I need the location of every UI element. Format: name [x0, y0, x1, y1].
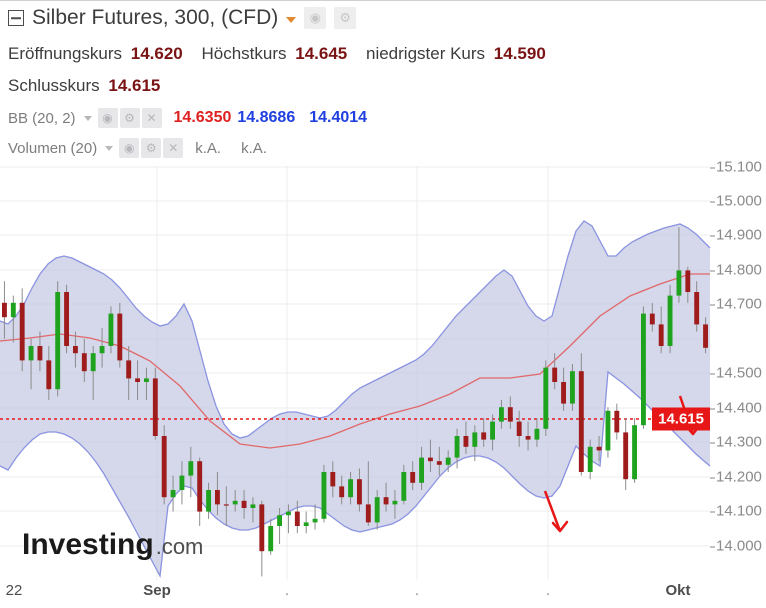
low-value: 14.590	[494, 44, 546, 63]
bb-upper-value: 14.8686	[237, 109, 295, 127]
volume-value1: k.A.	[195, 140, 221, 157]
eye-icon[interactable]: ◉	[304, 7, 326, 29]
volume-dropdown-icon[interactable]	[105, 146, 113, 151]
high-value: 14.645	[295, 44, 347, 63]
high-label: Höchstkurs	[202, 44, 287, 63]
y-axis: 15.100 15.000 14.900 14.800 14.700 14.50…	[710, 166, 766, 580]
y-tick-7: 14.400	[716, 400, 762, 417]
volume-close-icon[interactable]: ✕	[163, 138, 183, 158]
ohlc-stats-row1: Eröffnungskurs 14.620 Höchstkurs 14.645 …	[8, 44, 560, 64]
y-tick-6: 14.500	[716, 365, 762, 382]
y-tick-4: 14.700	[716, 296, 762, 313]
ohlc-stats-row2: Schlusskurs 14.615	[8, 76, 174, 96]
volume-indicator-row[interactable]: Volumen (20) ◉ ⚙ ✕ k.A. k.A.	[8, 138, 277, 158]
bb-mid-value: 14.6350	[174, 109, 232, 127]
y-tick-9: 14.200	[716, 469, 762, 486]
window-title: Silber Futures, 300, (CFD)	[32, 6, 278, 30]
logo-text: Investing	[22, 528, 154, 562]
x-tick-1: Sep	[143, 582, 171, 599]
y-tick-10: 14.100	[716, 503, 762, 520]
x-tick-5: Okt	[665, 582, 690, 599]
bb-lower-value: 14.4014	[309, 109, 367, 127]
y-tick-2: 14.900	[716, 227, 762, 244]
y-tick-11: 14.000	[716, 538, 762, 555]
low-label: niedrigster Kurs	[366, 44, 485, 63]
y-tick-1: 15.000	[716, 193, 762, 210]
chart-window: Silber Futures, 300, (CFD) ◉ ⚙ Eröffnung…	[0, 0, 766, 608]
bb-dropdown-icon[interactable]	[84, 116, 92, 121]
bb-eye-icon[interactable]: ◉	[98, 108, 118, 128]
volume-eye-icon[interactable]: ◉	[119, 138, 139, 158]
close-label: Schlusskurs	[8, 76, 100, 95]
volume-value2: k.A.	[241, 140, 267, 157]
x-axis: 22 Sep . . . Okt	[0, 580, 710, 606]
gear-icon[interactable]: ⚙	[334, 7, 356, 29]
y-tick-8: 14.300	[716, 434, 762, 451]
volume-indicator-label: Volumen (20)	[8, 140, 97, 157]
top-border	[0, 0, 766, 1]
investing-logo: Investing .com	[22, 528, 203, 562]
close-value: 14.615	[108, 76, 160, 95]
open-value: 14.620	[131, 44, 183, 63]
bollinger-band-fill	[0, 221, 710, 576]
candlestick-plot[interactable]: 14.615	[0, 166, 710, 580]
volume-gear-icon[interactable]: ⚙	[141, 138, 161, 158]
bb-indicator-row[interactable]: BB (20, 2) ◉ ⚙ ✕ 14.6350 14.8686 14.4014	[8, 108, 381, 128]
bb-gear-icon[interactable]: ⚙	[120, 108, 140, 128]
logo-suffix: .com	[156, 534, 204, 560]
y-tick-3: 14.800	[716, 262, 762, 279]
candlestick-svg	[0, 166, 766, 580]
title-bar: Silber Futures, 300, (CFD) ◉ ⚙	[8, 6, 356, 30]
bb-indicator-label: BB (20, 2)	[8, 110, 76, 127]
open-label: Eröffnungskurs	[8, 44, 122, 63]
x-tick-2: .	[285, 582, 289, 599]
y-tick-0: 15.100	[716, 159, 762, 176]
x-tick-3: .	[415, 582, 419, 599]
collapse-icon[interactable]	[8, 10, 24, 26]
x-tick-4: .	[546, 582, 550, 599]
current-price-badge[interactable]: 14.615	[652, 408, 710, 431]
title-dropdown-icon[interactable]	[286, 17, 296, 23]
x-tick-0: 22	[6, 582, 23, 599]
bb-close-icon[interactable]: ✕	[142, 108, 162, 128]
